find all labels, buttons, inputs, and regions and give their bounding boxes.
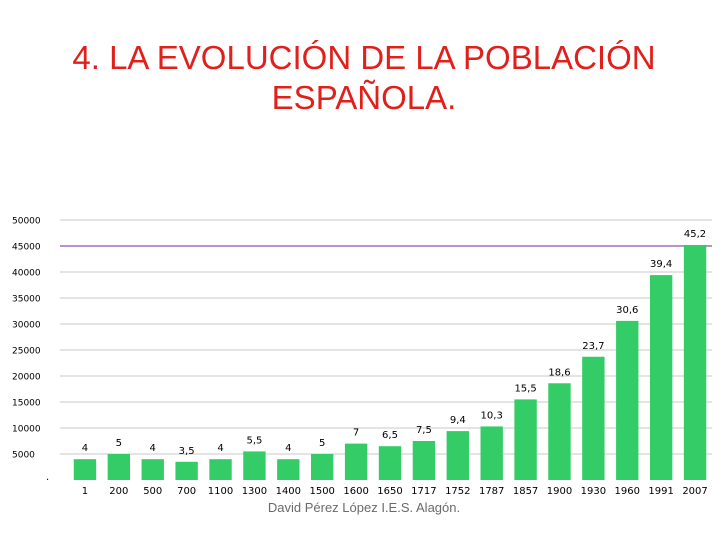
data-label: 7,5 [416,425,432,436]
bar [616,320,639,480]
x-tick-label: 1650 [377,486,402,497]
x-tick-label: 1930 [581,486,606,497]
data-label: 4 [82,443,88,454]
y-tick-label: 40000 [12,269,41,279]
population-bar-chart: 4 5 4 3,5 4 5,5 4 5 7 6,5 7,5 9,4 10,3 15,5 18,6 23,7 30… [12,217,712,497]
slide-title-line-2: ESPAÑOLA. [271,79,457,116]
y-tick-label: 45000 [12,243,41,253]
x-tick-label: 1 [82,486,88,497]
data-label: 23,7 [582,341,604,352]
data-label: 18,6 [548,367,570,378]
bar [209,459,232,480]
data-label: 5 [116,438,122,449]
bar [412,441,436,480]
data-labels: 4 5 4 3,5 4 5,5 4 5 7 6,5 7,5 9,4 10,3 15,5 18,6 23,7 30… [82,229,706,457]
x-tick-label: 2007 [682,486,707,497]
bar [311,454,334,480]
bar [141,459,164,480]
bar [73,459,97,480]
bars [73,244,707,480]
bar [446,431,469,480]
x-tick-label: 1752 [445,486,470,497]
gridlines [60,219,712,455]
x-tick-label: 200 [109,486,128,497]
x-tick-label: 1900 [547,486,572,497]
bar [514,399,537,480]
bar [175,461,198,480]
bar [480,426,503,480]
data-label: 4 [285,443,291,454]
data-label: 10,3 [481,410,503,421]
data-label: 30,6 [616,305,638,316]
x-tick-label: 1857 [513,486,538,497]
x-tick-label: 1600 [343,486,368,497]
data-label: 5 [319,438,325,449]
x-tick-label: 500 [143,486,162,497]
y-tick-label: 25000 [12,347,41,357]
bar [649,275,673,480]
x-tick-label: 1500 [309,486,334,497]
data-label: 4 [217,443,223,454]
data-label: 4 [150,443,156,454]
bar [107,454,131,480]
bar [344,443,368,480]
data-label: 45,2 [684,229,706,240]
x-tick-label: 1300 [242,486,267,497]
y-tick-label: 35000 [12,295,41,305]
y-tick-label: 30000 [12,321,41,331]
y-tick-label: 20000 [12,373,41,383]
x-tick-label: 1960 [615,486,640,497]
y-tick-label-zero: · [46,475,49,486]
y-tick-label: 5000 [12,451,35,461]
bar [683,244,707,480]
slide-footer: David Pérez López I.E.S. Alagón. [267,500,461,515]
data-label: 7 [353,428,359,439]
data-label: 3,5 [179,446,195,457]
x-axis-ticks: 1 200 500 700 1100 1300 1400 1500 1600 1650 1717 17… [82,486,708,497]
x-tick-label: 1100 [208,486,233,497]
x-tick-label: 1717 [411,486,436,497]
x-tick-label: 1400 [276,486,301,497]
y-axis-ticks: 5000 10000 15000 20000 25000 30000 35000 40000 4… [12,217,49,487]
y-tick-label: 15000 [12,399,41,409]
data-label: 9,4 [450,415,466,426]
y-tick-label: 50000 [12,217,41,227]
data-label: 39,4 [650,259,672,270]
data-label: 15,5 [514,383,536,394]
x-tick-label: 1991 [648,486,673,497]
slide-title-line-1: 4. LA EVOLUCIÓN DE LA POBLACIÓN [72,39,656,76]
bar [582,356,605,480]
data-label: 6,5 [382,430,398,441]
y-tick-label: 10000 [12,425,41,435]
bar [378,446,402,480]
x-tick-label: 700 [177,486,196,497]
data-label: 5,5 [246,435,262,446]
slide-title: 4. LA EVOLUCIÓN DE LA POBLACIÓN ESPAÑOLA… [20,38,708,118]
x-tick-label: 1787 [479,486,504,497]
bar [277,459,300,480]
bar [243,451,266,480]
bar [548,383,571,480]
